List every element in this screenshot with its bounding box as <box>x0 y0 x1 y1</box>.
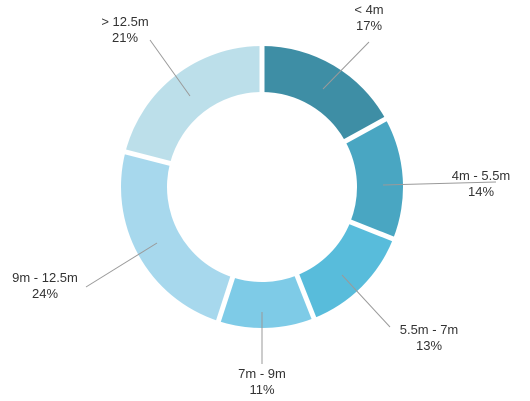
slice-label-1: < 4m <box>354 2 383 17</box>
donut-slice-1[interactable] <box>262 46 386 142</box>
slice-separator-6 <box>122 149 173 167</box>
slice-label-6: > 12.5m <box>101 14 148 29</box>
slice-separator-3 <box>347 218 396 242</box>
donut-slice-6[interactable] <box>125 46 262 164</box>
slice-separators <box>122 44 396 324</box>
donut-slices <box>120 46 403 328</box>
leader-line-2 <box>382 181 497 186</box>
leader-line-5 <box>85 242 158 288</box>
leader-line-3 <box>341 274 391 328</box>
slice-separator-4 <box>293 272 317 321</box>
slice-label-2: 4m - 5.5m <box>452 168 511 183</box>
slice-percent-6: 21% <box>112 30 138 45</box>
slice-label-5: 9m - 12.5m <box>12 270 78 285</box>
slice-label-3: 5.5m - 7m <box>400 322 459 337</box>
donut-slice-5[interactable] <box>120 151 233 322</box>
donut-slice-2[interactable] <box>345 119 403 239</box>
leader-line-6 <box>149 39 191 97</box>
donut-slice-4[interactable] <box>218 275 314 328</box>
slice-percent-2: 14% <box>468 184 494 199</box>
leader-line-1 <box>322 41 370 90</box>
slice-percent-1: 17% <box>356 18 382 33</box>
slice-percent-4: 11% <box>249 382 274 397</box>
slice-percent-5: 24% <box>32 286 58 301</box>
slice-percent-3: 13% <box>416 338 442 353</box>
slice-label-4: 7m - 9m <box>238 366 286 381</box>
donut-slice-3[interactable] <box>296 221 394 319</box>
slice-separator-5 <box>215 274 236 324</box>
slice-separator-2 <box>342 115 389 145</box>
